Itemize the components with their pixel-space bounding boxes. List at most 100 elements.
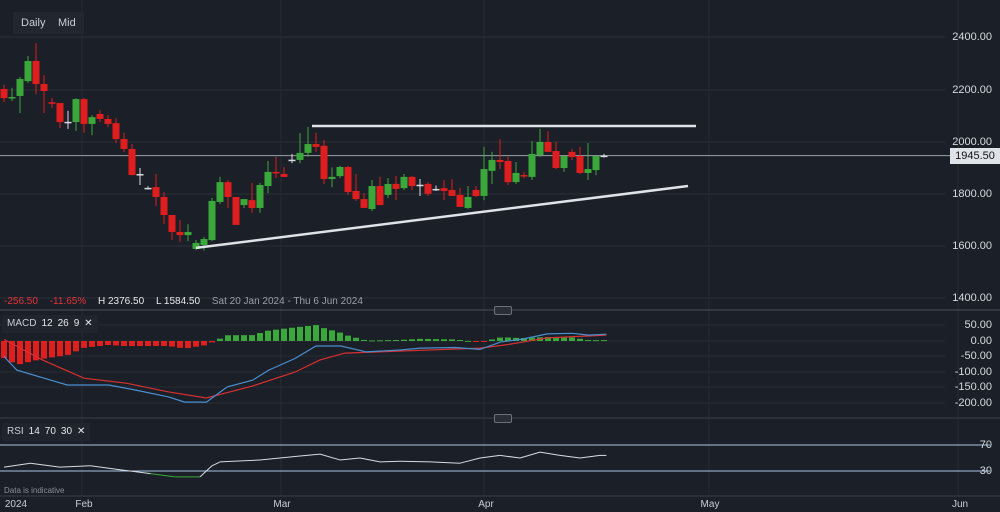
macd-tick: 50.00	[964, 319, 992, 331]
macd-histogram-bar	[473, 341, 479, 342]
candle-body	[424, 183, 432, 194]
macd-fast: 12	[41, 318, 53, 329]
candle-body	[448, 189, 456, 196]
close-icon[interactable]: ✕	[77, 426, 86, 437]
macd-histogram-bar	[553, 337, 559, 341]
candle-body	[336, 166, 344, 177]
candle-body	[136, 174, 144, 176]
rsi-period: 14	[28, 426, 40, 437]
macd-histogram-bar	[169, 341, 175, 347]
macd-histogram-bar	[137, 341, 143, 346]
candle-body	[48, 102, 56, 104]
macd-histogram-bar	[601, 340, 607, 342]
macd-histogram-bar	[393, 339, 399, 341]
rsi-name: RSI	[7, 426, 24, 437]
candle-body	[216, 182, 224, 202]
macd-histogram-bar	[89, 341, 95, 347]
rsi-line-segment	[219, 459, 261, 463]
candle-body	[536, 141, 544, 155]
rsi-upper: 70	[44, 426, 56, 437]
macd-histogram-bar	[17, 341, 23, 365]
rsi-line-segment	[519, 451, 541, 459]
macd-histogram-bar	[385, 340, 391, 342]
pane-resize-handle[interactable]	[494, 414, 512, 423]
macd-line	[3, 332, 607, 403]
macd-histogram-bar	[585, 340, 591, 342]
macd-histogram-bar	[481, 341, 487, 342]
macd-histogram-bar	[313, 325, 319, 341]
macd-histogram-bar	[337, 332, 343, 341]
price-tick: 2400.00	[952, 31, 992, 43]
interval-button[interactable]: Daily	[13, 12, 54, 34]
macd-histogram-bar	[9, 341, 15, 363]
price-type-button[interactable]: Mid	[50, 12, 84, 34]
macd-histogram-bar	[41, 341, 47, 359]
macd-histogram-bar	[281, 328, 287, 341]
candle-body	[72, 99, 80, 123]
candle-body	[400, 176, 408, 189]
close-icon[interactable]: ✕	[84, 318, 93, 329]
macd-signal-line	[3, 334, 607, 399]
candle-body	[384, 183, 392, 195]
rsi-lower: 30	[60, 426, 73, 437]
candle-body	[360, 199, 368, 208]
macd-histogram-bar	[249, 335, 255, 341]
rsi-line-segment	[539, 451, 561, 456]
rsi-line-segment	[119, 469, 151, 475]
macd-histogram-bar	[521, 337, 527, 341]
macd-histogram-bar	[273, 329, 279, 341]
trendline-support	[195, 184, 689, 250]
candle-body	[152, 187, 160, 197]
macd-slow: 26	[57, 318, 69, 329]
candle-body	[168, 215, 176, 232]
candle-body	[560, 156, 568, 169]
candle-body	[208, 200, 216, 241]
rsi-line-segment	[59, 465, 91, 468]
candle-body	[520, 175, 528, 177]
macd-histogram-bar	[225, 335, 231, 341]
candle-body	[512, 172, 520, 183]
candle-body	[552, 151, 560, 169]
macd-histogram-bar	[57, 341, 63, 357]
high-value: H 2376.50	[98, 296, 145, 307]
candle-body	[88, 117, 96, 124]
macd-histogram-bar	[545, 336, 551, 341]
candle-body	[312, 144, 320, 147]
macd-histogram-bar	[241, 335, 247, 341]
candle-body	[296, 152, 304, 160]
macd-signal: 9	[73, 318, 80, 329]
data-disclaimer: Data is indicative	[4, 486, 65, 495]
rsi-line-segment	[379, 460, 401, 463]
macd-histogram-bar	[233, 335, 239, 341]
macd-histogram-bar	[1, 341, 7, 359]
macd-histogram-bar	[361, 339, 367, 341]
candle-body	[224, 182, 232, 197]
candle-body	[272, 171, 280, 174]
macd-name: MACD	[7, 318, 37, 329]
macd-histogram-bar	[193, 341, 199, 347]
candle-body	[96, 113, 104, 119]
macd-histogram-bar	[105, 341, 111, 346]
candle-body	[504, 160, 512, 183]
macd-histogram-bar	[489, 339, 495, 341]
candle-body	[192, 242, 200, 249]
x-tick: May	[700, 499, 720, 510]
candle-body	[528, 153, 536, 177]
rsi-tick: 30	[979, 465, 992, 477]
macd-histogram-bar	[305, 325, 311, 341]
rsi-line-segment	[499, 454, 521, 459]
macd-histogram-bar	[97, 341, 103, 346]
candle-body	[488, 159, 496, 171]
candle-body	[248, 200, 256, 208]
candle-body	[64, 121, 72, 124]
rsi-line-segment	[359, 457, 381, 463]
pane-resize-handle[interactable]	[494, 306, 512, 315]
candle-body	[344, 166, 352, 193]
change-percent: -11.65%	[49, 296, 87, 307]
current-price-label: 1945.50	[950, 148, 1000, 164]
candle-body	[112, 123, 120, 140]
candle-body	[120, 139, 128, 149]
macd-histogram-bar	[465, 340, 471, 342]
date-range: Sat 20 Jan 2024 - Thu 6 Jun 2024	[211, 296, 363, 307]
